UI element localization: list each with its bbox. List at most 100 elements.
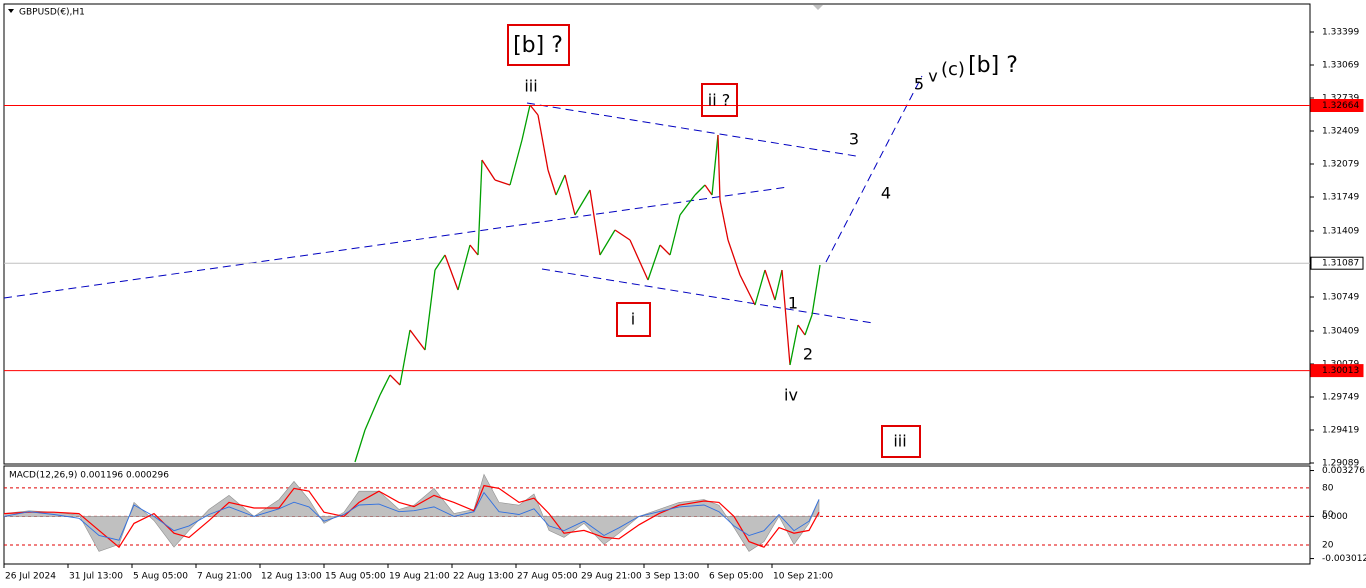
price-segment: [444, 254, 459, 291]
y-tick-label: 0.000: [1322, 512, 1348, 522]
price-segment: [529, 104, 539, 116]
y-tick-label: 1.29089: [1322, 459, 1359, 469]
price-segment: [704, 184, 713, 196]
price-segment: [811, 264, 821, 316]
y-tick-label: 1.31749: [1322, 193, 1359, 203]
price-label-bg: [1310, 256, 1364, 270]
price-segment: [589, 189, 601, 256]
price-segment: [711, 134, 719, 196]
wave-label: ii ?: [708, 91, 730, 110]
symbol-label: GBPUSD(€),H1: [19, 8, 85, 18]
price-segment: [379, 374, 391, 396]
annotation-box: [881, 425, 921, 458]
price-segment: [399, 329, 411, 386]
y2-tick-label: 20: [1322, 540, 1334, 550]
x-tick-label: 12 Aug 13:00: [261, 572, 322, 582]
price-segment: [537, 114, 549, 171]
annotation-box: [616, 302, 651, 337]
wave-label: 4: [881, 184, 891, 203]
y-tick-label: 1.32409: [1322, 127, 1359, 137]
wave-label: [b] ?: [513, 33, 563, 58]
wave-label: iii: [524, 77, 537, 96]
x-tick-label: 5 Aug 05:00: [133, 572, 188, 582]
price-segment: [647, 244, 661, 281]
price-segment: [797, 324, 806, 336]
price-label-bg: [1310, 364, 1364, 378]
y-tick-label: 1.30749: [1322, 293, 1359, 303]
price-plot: [4, 75, 1310, 463]
y-tick-label: 1.31409: [1322, 227, 1359, 237]
wave-label: iv: [784, 386, 798, 405]
macd-histogram: [4, 473, 820, 552]
x-tick-label: 3 Sep 13:00: [645, 572, 700, 582]
price-segment: [754, 269, 766, 306]
x-tick-label: 31 Jul 13:00: [69, 572, 123, 582]
price-segment: [679, 194, 696, 216]
price-segment: [774, 269, 783, 301]
y2-tick-label: 80: [1322, 483, 1334, 493]
price-segment: [547, 169, 557, 196]
x-tick-label: 29 Aug 21:00: [581, 572, 642, 582]
x-tick-label: 7 Aug 21:00: [197, 572, 252, 582]
wave-label: 2: [803, 345, 813, 364]
x-tick-label: 26 Jul 2024: [5, 572, 56, 582]
price-segment: [804, 314, 813, 336]
price-label: 1.32664: [1322, 101, 1359, 111]
price-segment: [614, 229, 631, 241]
price-segment: [364, 394, 381, 431]
macd-plot: [4, 473, 1310, 552]
y-tick-label: 1.29749: [1322, 393, 1359, 403]
wave-label: (c): [941, 59, 965, 80]
wave-label: v: [928, 67, 937, 86]
y-tick-label: -0.003012: [1322, 554, 1366, 564]
wave-label: iii: [893, 432, 906, 451]
price-segment: [521, 104, 531, 141]
price-segment: [629, 239, 649, 281]
price-segment: [719, 199, 729, 241]
y2-tick-label: 50: [1322, 510, 1334, 520]
price-segment: [669, 214, 681, 256]
x-tick-label: 27 Aug 05:00: [517, 572, 578, 582]
menu-icon[interactable]: [8, 9, 14, 13]
price-label: 1.30013: [1322, 366, 1359, 376]
main-frame: [3, 3, 1311, 465]
x-tick-label: 10 Sep 21:00: [773, 572, 833, 582]
price-segment: [389, 374, 401, 386]
wave-label: [b] ?: [968, 53, 1018, 78]
price-segment: [469, 244, 479, 256]
x-tick-label: 15 Aug 05:00: [325, 572, 386, 582]
price-segment: [509, 139, 523, 186]
price-segment: [564, 174, 576, 216]
trend-line: [541, 268, 874, 324]
annotation-box: [701, 83, 738, 117]
y-tick-label: 1.33399: [1322, 28, 1359, 38]
price-segment: [789, 324, 799, 366]
wave-label: 5: [914, 75, 924, 94]
price-segment: [727, 239, 741, 276]
price-segment: [739, 274, 756, 306]
annotation-box: [507, 24, 570, 66]
y-tick-label: 1.32739: [1322, 94, 1359, 104]
x-tick-label: 6 Sep 05:00: [709, 572, 764, 582]
price-segment: [434, 254, 446, 271]
price-segment: [424, 269, 436, 351]
indicator-title: MACD(12,26,9) 0.001196 0.000296: [9, 471, 169, 481]
projection-line: [825, 75, 923, 263]
axes: 1.33399 1.33069 1.32739 1.32409 1.32079 1.317…: [3, 24, 1366, 582]
price-label: 1.31087: [1322, 259, 1359, 269]
price-segment: [599, 229, 616, 256]
price-segment: [494, 179, 511, 186]
y-tick-label: 1.32079: [1322, 160, 1359, 170]
x-tick-label: 19 Aug 21:00: [389, 572, 450, 582]
price-segment: [555, 174, 566, 196]
price-segment: [457, 244, 471, 291]
price-segment: [781, 269, 791, 366]
wave-label: 1: [788, 294, 798, 313]
price-segment: [481, 159, 496, 181]
y-tick-label: 0.003276: [1322, 466, 1365, 476]
price-segment: [717, 134, 721, 201]
wave-label: 3: [849, 130, 859, 149]
y-tick-label: 1.33069: [1322, 61, 1359, 71]
